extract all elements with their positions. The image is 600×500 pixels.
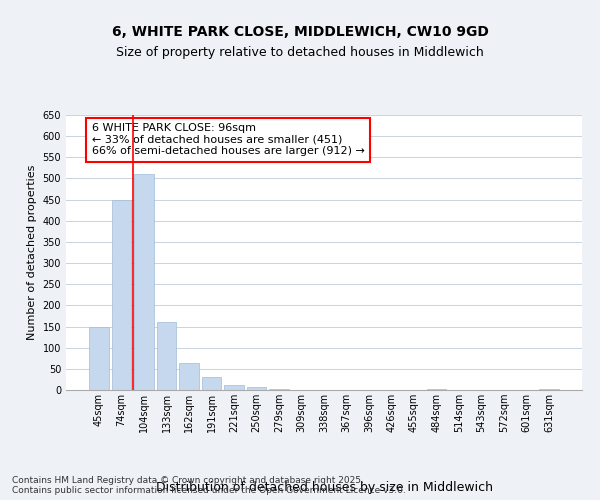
Bar [269,388,289,390]
Text: 6 WHITE PARK CLOSE: 96sqm
← 33% of detached houses are smaller (451)
66% of semi: 6 WHITE PARK CLOSE: 96sqm ← 33% of detac… [92,123,365,156]
Bar [224,385,244,390]
Bar [89,326,109,390]
Bar [247,388,266,390]
X-axis label: Distribution of detached houses by size in Middlewich: Distribution of detached houses by size … [155,481,493,494]
Bar [134,174,154,390]
Text: Contains HM Land Registry data © Crown copyright and database right 2025.
Contai: Contains HM Land Registry data © Crown c… [12,476,406,495]
Bar [157,322,176,390]
Bar [539,389,559,390]
Bar [202,378,221,390]
Text: 6, WHITE PARK CLOSE, MIDDLEWICH, CW10 9GD: 6, WHITE PARK CLOSE, MIDDLEWICH, CW10 9G… [112,26,488,40]
Bar [179,362,199,390]
Bar [112,200,131,390]
Y-axis label: Number of detached properties: Number of detached properties [27,165,37,340]
Text: Size of property relative to detached houses in Middlewich: Size of property relative to detached ho… [116,46,484,59]
Bar [427,388,446,390]
